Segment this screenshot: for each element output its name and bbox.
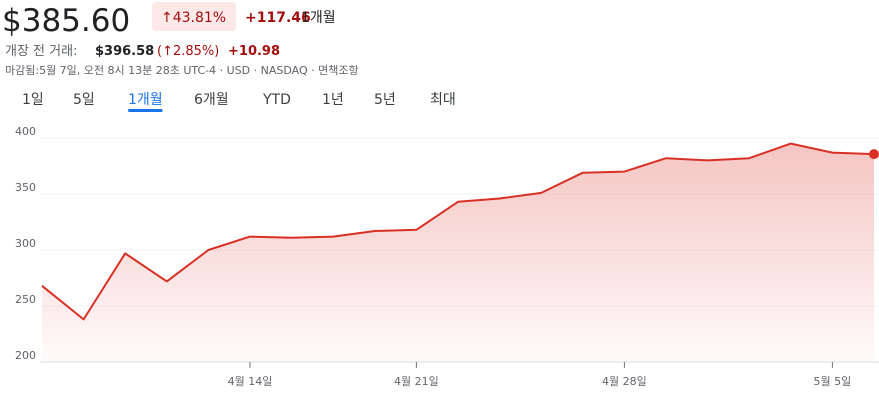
tab[interactable]: 1년 bbox=[322, 92, 344, 108]
y-tick-label: 300 bbox=[15, 237, 36, 250]
period: 1개월 bbox=[301, 10, 336, 26]
premarket-change-percent: (↑2.85%) bbox=[157, 44, 219, 59]
tab[interactable]: YTD bbox=[262, 92, 291, 108]
y-tick-label: 250 bbox=[15, 293, 36, 306]
tab[interactable]: 5일 bbox=[73, 92, 95, 108]
tab-underline bbox=[128, 109, 163, 112]
status: 마감됨:5월 7일, 오전 8시 13분 28초 UTC-4 · USD · N… bbox=[5, 63, 359, 77]
price: $385.60 bbox=[2, 3, 130, 39]
tab[interactable]: 6개월 bbox=[194, 92, 229, 108]
premarket-price: $396.58 bbox=[95, 44, 154, 59]
y-tick-label: 400 bbox=[15, 125, 36, 138]
tab[interactable]: 1일 bbox=[22, 92, 44, 108]
y-tick-label: 350 bbox=[15, 181, 36, 194]
premarket-change: +10.98 bbox=[228, 44, 280, 59]
x-tick-label: 4월 14일 bbox=[228, 374, 273, 388]
price-line bbox=[41, 142, 875, 321]
change-percent: ↑43.81% bbox=[161, 10, 226, 26]
last-point bbox=[869, 149, 879, 160]
tab[interactable]: 최대 bbox=[430, 92, 456, 108]
tab[interactable]: 5년 bbox=[374, 92, 396, 108]
chart: 200 250 300 350 400 4월 14일 4월 21일 4월 28일 5월 5일 bbox=[15, 125, 879, 388]
premarket-label: 개장 전 거래: bbox=[5, 44, 77, 59]
area bbox=[42, 143, 874, 362]
change: +117.46 bbox=[245, 10, 311, 26]
tab[interactable]: 1개월 bbox=[128, 92, 163, 108]
x-tick-label: 5월 5일 bbox=[814, 374, 852, 388]
y-tick-label: 200 bbox=[15, 349, 36, 362]
x-tick-label: 4월 21일 bbox=[394, 374, 439, 388]
tabs: 1일 5일 1개월 6개월 YTD 1년 5년 최대 bbox=[22, 92, 456, 112]
x-tick-label: 4월 28일 bbox=[602, 374, 647, 388]
change-badge bbox=[152, 2, 236, 31]
